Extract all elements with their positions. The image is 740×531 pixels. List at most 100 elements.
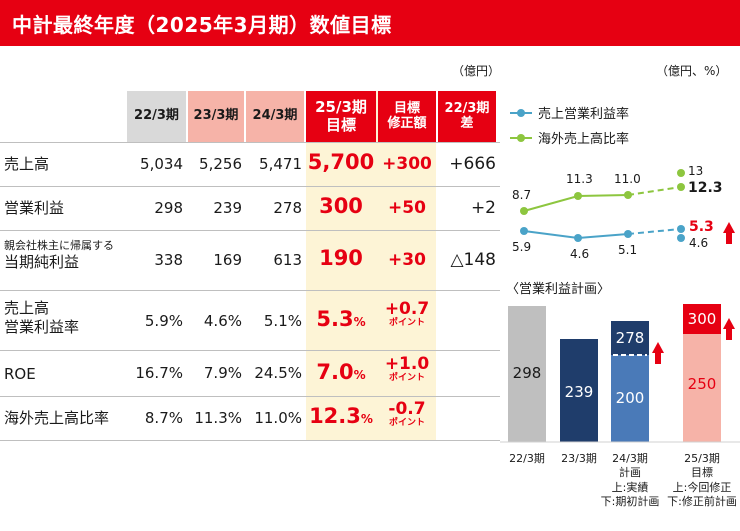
margin-label: 5.1 (618, 243, 638, 257)
bar-category-line: 下:期初計画 (600, 494, 660, 508)
bar-chart-title: 〈営業利益計画〉 (506, 282, 611, 297)
target-value: 300 (319, 194, 363, 218)
cell-revision: +50 (388, 198, 426, 218)
bar-category-label: 24/3期 計画 上:実績 下:期初計画 (592, 452, 668, 509)
cell-24: 278 (273, 199, 302, 217)
row-label-operating-income: 営業利益 (4, 199, 65, 217)
legend-overseas-ratio: 海外売上高比率 (510, 128, 629, 147)
revision-value: -0.7 (388, 399, 426, 419)
col-header-23: 23/3期 (188, 91, 244, 142)
overseas-label: 11.0 (614, 172, 641, 186)
chart-unit: （億円、%） (656, 64, 728, 78)
row-label-main: 当期純利益 (4, 252, 80, 271)
up-arrow-icon (726, 328, 732, 340)
overseas-point-new-target (677, 183, 685, 191)
bar-value-top: 300 (687, 310, 717, 328)
col-header-label: 22/3期 (444, 100, 490, 116)
up-arrow-icon (723, 222, 735, 233)
revision-unit: ポイント (388, 373, 425, 383)
col-header-label: 22/3期 (134, 108, 179, 124)
bar-category-line: 23/3期 (561, 452, 597, 465)
row-label-overseas-ratio: 海外売上高比率 (4, 409, 110, 427)
col-header-label: 差 (460, 115, 474, 131)
overseas-label: 8.7 (512, 188, 532, 202)
row-divider (0, 396, 500, 397)
col-header-label: 25/3期 (315, 98, 367, 117)
cell-22: 8.7% (144, 409, 183, 427)
cell-22: 338 (154, 251, 183, 269)
row-label-roe: ROE (4, 365, 36, 383)
bar-category-line: 目標 (691, 466, 713, 480)
legend-label: 海外売上高比率 (538, 132, 630, 147)
bar-category-line: 25/3期 (684, 452, 720, 465)
cell-24: 5.1% (263, 312, 302, 330)
overseas-new-target-label: 12.3 (688, 180, 723, 196)
target-value: 5,700 (307, 150, 375, 174)
revision-value: +1.0 (384, 354, 430, 374)
up-arrow-icon (726, 232, 732, 244)
cell-24: 613 (273, 251, 302, 269)
cell-23: 7.9% (203, 364, 242, 382)
target-value: 5.3 (316, 307, 354, 331)
target-unit: % (360, 412, 373, 426)
cell-23: 239 (213, 199, 242, 217)
margin-old-target-label: 4.6 (689, 236, 709, 250)
margin-new-target-label: 5.3 (689, 219, 714, 235)
cell-target: 5,700 (306, 150, 376, 174)
bar-category-line: 下:修正前計画 (667, 494, 737, 508)
row-divider (0, 290, 500, 291)
cell-22: 298 (154, 199, 183, 217)
bar-category-line: 22/3期 (509, 452, 545, 465)
row-divider (0, 440, 500, 441)
bar-value-bottom: 250 (687, 375, 717, 393)
cell-revision: -0.7 ポイント (378, 401, 436, 428)
bar-category-label: 22/3期 (501, 452, 553, 466)
revision-value: +0.7 (384, 299, 430, 319)
bar-25-revised-top (683, 304, 721, 334)
cell-target: 190 (306, 246, 376, 270)
cell-target: 7.0% (306, 360, 376, 384)
bar-category-line: 計画 (619, 466, 641, 480)
margin-point (574, 234, 582, 242)
overseas-old-target-label: 13 (688, 164, 704, 178)
margin-label: 5.9 (512, 240, 532, 254)
cell-24: 5,471 (259, 155, 302, 173)
cell-diff: +2 (470, 198, 496, 218)
cell-diff: △148 (450, 250, 496, 270)
revision-unit: ポイント (388, 418, 425, 428)
table-unit: （億円） (452, 64, 501, 78)
bar-24-actual-top (611, 321, 649, 355)
bar-value: 239 (564, 383, 594, 401)
cell-target: 300 (306, 194, 376, 218)
cell-22: 5.9% (144, 312, 183, 330)
margin-line-dashed (627, 228, 682, 235)
cell-target: 5.3% (306, 307, 376, 331)
cell-23: 169 (213, 251, 242, 269)
bar-23 (560, 339, 598, 442)
margin-label: 4.6 (570, 247, 590, 261)
cell-revision: +30 (388, 250, 426, 270)
legend-operating-margin: 売上営業利益率 (510, 103, 629, 122)
target-unit: % (353, 315, 366, 329)
row-label-line2: 営業利益率 (4, 317, 80, 336)
margin-point (624, 230, 632, 238)
bar-category-line: 上:今回修正 (672, 480, 732, 494)
header-bar: 中計最終年度（2025年3月期）数値目標 (0, 0, 740, 46)
overseas-point (624, 191, 632, 199)
cell-24: 11.0% (254, 409, 302, 427)
col-header-label: 23/3期 (193, 108, 239, 124)
overseas-label: 11.3 (566, 172, 593, 186)
margin-point-old-target (677, 234, 685, 242)
col-header-target: 25/3期 目標 (306, 91, 376, 142)
target-value: 190 (319, 246, 363, 270)
row-label-line1: 売上高 (4, 299, 50, 317)
bar-value-top: 278 (615, 329, 645, 347)
row-divider (0, 142, 500, 143)
row-divider (0, 230, 500, 231)
row-divider (0, 350, 500, 351)
col-header-label: 24/3期 (252, 108, 298, 124)
cell-23: 4.6% (203, 312, 242, 330)
col-header-label: 目標 (325, 115, 356, 134)
row-divider (0, 186, 500, 187)
